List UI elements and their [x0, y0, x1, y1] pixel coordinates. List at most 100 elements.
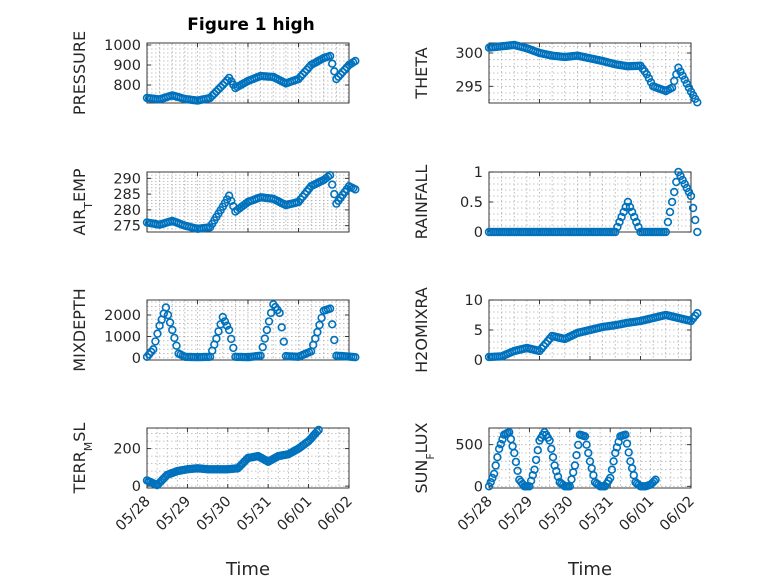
- data-point: [484, 482, 494, 491]
- data-point: [312, 427, 322, 436]
- data-point: [313, 327, 322, 337]
- data-point: [214, 327, 223, 336]
- data-point: [693, 98, 702, 107]
- y-axis-label: MIXDEPTH: [70, 288, 89, 371]
- data-point: [513, 466, 522, 475]
- data-point: [298, 70, 307, 79]
- data-point: [262, 325, 272, 335]
- data-point: [617, 212, 626, 222]
- data-point: [530, 465, 539, 474]
- data-point: [611, 448, 620, 458]
- data-point: [605, 473, 615, 483]
- data-point: [496, 439, 505, 449]
- axes-frame: [146, 171, 350, 233]
- data-point: [149, 345, 158, 354]
- data-point: [667, 197, 677, 207]
- data-point: [570, 461, 580, 470]
- y-tick-label: 0.5: [460, 195, 483, 211]
- data-point: [325, 171, 335, 180]
- data-point: [165, 318, 175, 327]
- data-point: [510, 448, 519, 458]
- data-point: [693, 227, 702, 237]
- data-point: [222, 76, 232, 85]
- y-tick-label: 0: [474, 225, 483, 241]
- data-point: [229, 343, 238, 353]
- data-point: [258, 342, 267, 352]
- data-point: [336, 70, 345, 79]
- y-tick-label: 0: [474, 479, 483, 495]
- data-point: [218, 80, 228, 90]
- data-point: [661, 227, 670, 237]
- data-point: [260, 334, 269, 343]
- y-tick-label: 300: [455, 46, 483, 62]
- data-point: [351, 56, 360, 66]
- y-tick-label: 295: [455, 79, 483, 95]
- data-point: [212, 87, 221, 96]
- data-point: [607, 465, 617, 474]
- data-point: [651, 475, 660, 484]
- data-point: [275, 308, 284, 318]
- y-tick-label: 275: [113, 219, 141, 235]
- data-point: [328, 320, 337, 329]
- data-point: [330, 189, 339, 199]
- data-point: [511, 457, 521, 467]
- data-point: [314, 425, 323, 435]
- data-point: [684, 83, 694, 92]
- data-point: [277, 323, 286, 332]
- y-tick-label: 290: [113, 171, 141, 187]
- axes-frame: [488, 299, 692, 361]
- data-point: [493, 453, 502, 462]
- y-tick-label: 5: [474, 323, 483, 339]
- axes-frame: [146, 42, 350, 104]
- data-point: [609, 457, 618, 466]
- data-point: [682, 183, 691, 193]
- y-tick-label: 285: [113, 187, 141, 203]
- data-point: [338, 67, 347, 77]
- data-point: [615, 217, 624, 227]
- data-point: [222, 321, 232, 330]
- data-point: [220, 317, 230, 326]
- data-point: [678, 71, 687, 80]
- data-point: [649, 477, 659, 486]
- y-tick-label: 200: [113, 442, 141, 458]
- y-tick-label: 280: [113, 203, 141, 219]
- data-point: [332, 74, 341, 84]
- data-point: [170, 333, 179, 343]
- data-point: [325, 51, 335, 61]
- y-tick-label: 800: [113, 78, 141, 94]
- data-point: [172, 341, 181, 350]
- data-point: [525, 482, 534, 491]
- data-point: [548, 453, 558, 462]
- axes-frame: [488, 171, 692, 233]
- data-point: [214, 85, 223, 94]
- subplot-6: 0 5 10 H2OMIXRA: [412, 287, 702, 373]
- data-point: [161, 303, 171, 312]
- y-tick-label: 1000: [104, 329, 141, 345]
- y-tick-label: 1: [474, 165, 483, 181]
- y-tick-label: 0: [474, 353, 483, 369]
- y-tick-label: 0: [132, 479, 141, 495]
- data-point: [528, 471, 537, 480]
- y-axis-label: THETA: [412, 47, 431, 99]
- y-tick-label: 500: [455, 438, 483, 454]
- data-point: [264, 317, 274, 326]
- subplot-2: 295 300 THETA: [412, 40, 702, 107]
- data-point: [644, 74, 654, 83]
- data-point: [680, 179, 689, 189]
- data-point: [205, 93, 215, 103]
- data-point: [151, 337, 160, 346]
- data-point: [624, 448, 633, 457]
- data-point: [256, 351, 265, 360]
- data-point: [619, 207, 628, 217]
- x-axis-label: Time: [225, 559, 270, 580]
- data-point: [328, 180, 337, 189]
- data-point: [674, 63, 683, 72]
- data-point: [325, 304, 335, 313]
- data-point: [690, 215, 700, 225]
- data-point: [646, 78, 656, 87]
- data-point: [678, 175, 687, 185]
- data-point: [330, 335, 339, 345]
